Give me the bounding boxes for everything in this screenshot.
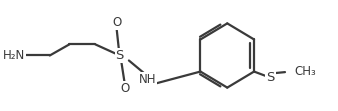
Text: CH₃: CH₃ [294,64,316,77]
Text: S: S [266,71,274,84]
Text: NH: NH [139,73,156,86]
Text: H₂N: H₂N [2,49,25,62]
Text: O: O [120,82,129,95]
Text: S: S [116,49,124,62]
Text: O: O [112,16,121,29]
